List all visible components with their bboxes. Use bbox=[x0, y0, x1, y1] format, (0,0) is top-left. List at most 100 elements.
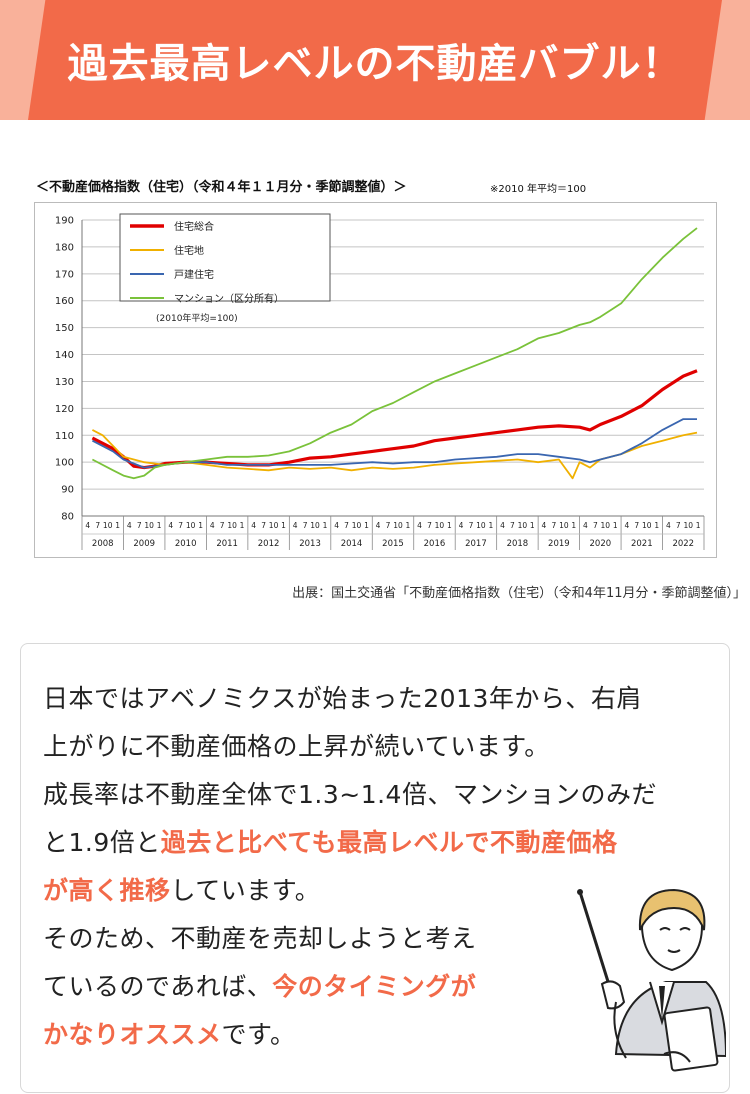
month-tick-label: 7 bbox=[427, 521, 432, 530]
highlight-text: 過去と比べても最高レベルで不動産価格 bbox=[160, 828, 618, 857]
month-tick-label: 7 bbox=[261, 521, 266, 530]
month-tick-label: 10 bbox=[518, 521, 528, 530]
month-tick-label: 10 bbox=[601, 521, 611, 530]
y-tick-label: 140 bbox=[55, 350, 74, 361]
month-tick-label: 4 bbox=[376, 521, 381, 530]
legend-note: (2010年平均=100) bbox=[156, 312, 238, 324]
description-line-5: が高く推移しています。 bbox=[43, 876, 320, 906]
year-label: 2021 bbox=[631, 539, 653, 549]
description-line-7: ているのであれば、今のタイミングが bbox=[43, 972, 476, 1002]
month-tick-label: 1 bbox=[364, 521, 369, 530]
description-line-3: 成長率は不動産全体で1.3~1.4倍、マンションのみだ bbox=[43, 780, 657, 809]
chart-source: 出展：国土交通省「不動産価格指数（住宅）（令和4年11月分・季節調整値）」 bbox=[292, 586, 746, 601]
month-tick-label: 7 bbox=[510, 521, 515, 530]
description-text: です。 bbox=[221, 1020, 296, 1049]
month-tick-label: 4 bbox=[85, 521, 90, 530]
banner-title: 過去最高レベルの不動産バブル！ bbox=[67, 41, 683, 87]
highlight-text: かなりオススメ bbox=[43, 1020, 222, 1049]
month-tick-label: 7 bbox=[178, 521, 183, 530]
month-tick-label: 10 bbox=[476, 521, 486, 530]
legend-label: 住宅総合 bbox=[174, 220, 214, 233]
legend-label: 戸建住宅 bbox=[174, 268, 214, 281]
month-tick-label: 7 bbox=[95, 521, 100, 530]
y-tick-label: 80 bbox=[61, 512, 74, 523]
month-tick-label: 1 bbox=[157, 521, 162, 530]
year-label: 2018 bbox=[507, 539, 529, 549]
year-label: 2020 bbox=[590, 539, 612, 549]
y-tick-label: 190 bbox=[55, 216, 74, 227]
month-tick-label: 1 bbox=[323, 521, 328, 530]
y-tick-label: 160 bbox=[55, 296, 74, 307]
month-tick-label: 4 bbox=[583, 521, 588, 530]
y-tick-label: 170 bbox=[55, 269, 74, 280]
month-tick-label: 10 bbox=[103, 521, 113, 530]
month-tick-label: 4 bbox=[334, 521, 339, 530]
month-tick-label: 1 bbox=[488, 521, 493, 530]
y-tick-label: 130 bbox=[55, 377, 74, 388]
year-label: 2016 bbox=[424, 539, 446, 549]
month-tick-label: 7 bbox=[469, 521, 474, 530]
year-label: 2008 bbox=[92, 539, 114, 549]
month-tick-label: 7 bbox=[386, 521, 391, 530]
month-tick-label: 10 bbox=[269, 521, 279, 530]
year-label: 2012 bbox=[258, 539, 280, 549]
month-tick-label: 10 bbox=[144, 521, 154, 530]
month-tick-label: 7 bbox=[593, 521, 598, 530]
year-label: 2014 bbox=[341, 539, 363, 549]
year-label: 2015 bbox=[382, 539, 404, 549]
chart-title: ＜不動産価格指数（住宅）（令和４年１１月分・季節調整値）＞ bbox=[36, 180, 407, 195]
month-tick-label: 4 bbox=[666, 521, 671, 530]
month-tick-label: 1 bbox=[654, 521, 659, 530]
month-tick-label: 1 bbox=[571, 521, 576, 530]
banner: 過去最高レベルの不動産バブル！ bbox=[28, 0, 722, 120]
month-tick-label: 7 bbox=[137, 521, 142, 530]
month-tick-label: 4 bbox=[624, 521, 629, 530]
month-tick-label: 4 bbox=[168, 521, 173, 530]
description-card: 日本ではアベノミクスが始まった2013年から、右肩 上がりに不動産価格の上昇が続… bbox=[20, 643, 730, 1093]
month-tick-label: 4 bbox=[251, 521, 256, 530]
description-line-8: かなりオススメです。 bbox=[43, 1020, 296, 1050]
month-tick-label: 4 bbox=[542, 521, 547, 530]
month-tick-label: 10 bbox=[352, 521, 362, 530]
y-tick-label: 110 bbox=[55, 431, 74, 442]
y-tick-label: 120 bbox=[55, 404, 74, 415]
year-label: 2013 bbox=[299, 539, 321, 549]
legend-label: マンション（区分所有） bbox=[174, 292, 284, 305]
year-label: 2019 bbox=[548, 539, 570, 549]
month-tick-label: 4 bbox=[459, 521, 464, 530]
month-tick-label: 1 bbox=[115, 521, 120, 530]
month-tick-label: 7 bbox=[634, 521, 639, 530]
month-tick-label: 10 bbox=[227, 521, 237, 530]
description-line-1: 日本ではアベノミクスが始まった2013年から、右肩 bbox=[43, 684, 642, 713]
y-tick-label: 180 bbox=[55, 242, 74, 253]
month-tick-label: 10 bbox=[559, 521, 569, 530]
chart-note: ※2010 年平均＝100 bbox=[490, 184, 587, 195]
month-tick-label: 1 bbox=[198, 521, 203, 530]
description-line-6: そのため、不動産を売却しようと考え bbox=[43, 924, 477, 953]
month-tick-label: 7 bbox=[344, 521, 349, 530]
highlight-text: が高く推移 bbox=[43, 876, 171, 905]
year-label: 2017 bbox=[465, 539, 487, 549]
month-tick-label: 1 bbox=[406, 521, 411, 530]
month-tick-label: 1 bbox=[447, 521, 452, 530]
month-tick-label: 10 bbox=[683, 521, 693, 530]
month-tick-label: 4 bbox=[210, 521, 215, 530]
month-tick-label: 7 bbox=[303, 521, 308, 530]
series-line bbox=[91, 227, 698, 480]
year-label: 2022 bbox=[672, 539, 694, 549]
month-tick-label: 1 bbox=[281, 521, 286, 530]
month-tick-label: 4 bbox=[293, 521, 298, 530]
description-text: と1.9倍と bbox=[43, 828, 161, 857]
month-tick-label: 10 bbox=[186, 521, 196, 530]
description-text: しています。 bbox=[170, 876, 321, 905]
legend-label: 住宅地 bbox=[174, 244, 204, 257]
month-tick-label: 1 bbox=[696, 521, 701, 530]
month-tick-label: 7 bbox=[676, 521, 681, 530]
month-tick-label: 1 bbox=[240, 521, 245, 530]
highlight-text: 今のタイミングが bbox=[272, 972, 477, 1001]
y-tick-label: 100 bbox=[55, 458, 74, 469]
year-label: 2010 bbox=[175, 539, 197, 549]
